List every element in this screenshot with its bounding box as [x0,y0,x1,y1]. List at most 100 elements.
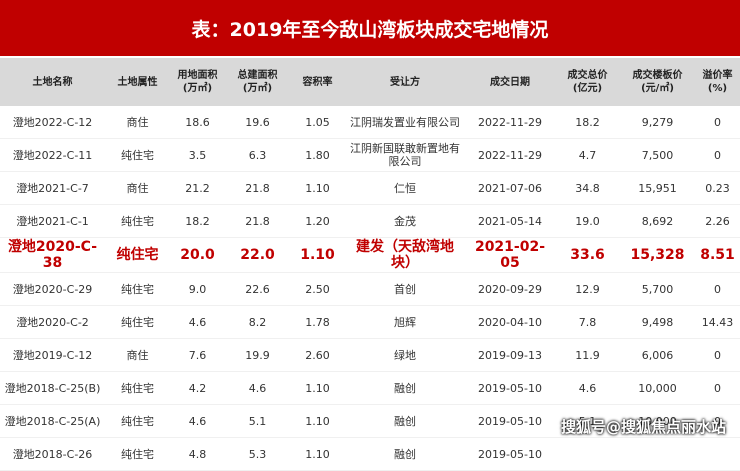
table-cell: 0 [695,338,740,372]
header-cell: 土地属性 [105,58,170,106]
table-cell: 澄地2020-C-2 [0,305,105,339]
table-cell: 6.3 [225,138,290,172]
table-row: 澄地2019-C-12 商住 7.6 19.9 2.60 绿地 2019-09-13 11.9… [0,338,740,372]
table-cell: 5.3 [225,437,290,471]
table-cell: 19.6 [225,106,290,139]
table-cell [620,437,695,471]
header-cell: 受让方 [345,58,465,106]
table-cell: 10,000 [620,371,695,405]
header-cell: 成交楼板价 (元/㎡) [620,58,695,106]
table-cell: 14.43 [695,305,740,339]
table-cell: 2019-09-13 [465,338,555,372]
table-cell: 4.2 [170,371,225,405]
table-cell: 19.0 [555,204,620,238]
table-cell: 2019-05-10 [465,437,555,471]
table-cell: 澄地2018-C-26 [0,437,105,471]
table-cell: 绿地 [345,338,465,372]
table-cell: 仁恒 [345,171,465,205]
table-cell: 纯住宅 [105,404,170,438]
table-cell: 商住 [105,338,170,372]
table-cell: 首创 [345,272,465,306]
table-cell: 商住 [105,171,170,205]
table-cell: 旭辉 [345,305,465,339]
table-cell: 纯住宅 [105,138,170,172]
table-cell: 12.9 [555,272,620,306]
table-cell: 5,700 [620,272,695,306]
table-cell: 融创 [345,371,465,405]
table-row: 澄地2020-C-2 纯住宅 4.6 8.2 1.78 旭辉 2020-04-10 7.8 9,… [0,305,740,339]
table-cell: 22.0 [225,237,290,273]
table-cell: 4.6 [555,371,620,405]
table-cell: 1.10 [290,237,345,273]
table-cell: 澄地2018-C-25(B) [0,371,105,405]
table-cell: 15,328 [620,237,695,273]
table-cell [555,437,620,471]
land-table: 土地名称 土地属性 用地面积 (万㎡) 总建面积 (万㎡) 容积率 受让方 成交日期 成交总价… [0,58,740,471]
table-cell: 18.2 [170,204,225,238]
table-cell: 33.6 [555,237,620,273]
header-row: 土地名称 土地属性 用地面积 (万㎡) 总建面积 (万㎡) 容积率 受让方 成交日期 成交总价… [0,58,740,106]
table-cell: 纯住宅 [105,305,170,339]
table-cell: 纯住宅 [105,272,170,306]
table-cell: 澄地2020-C-38 [0,237,105,273]
table-cell: 0 [695,138,740,172]
header-cell: 总建面积 (万㎡) [225,58,290,106]
table-cell: 澄地2021-C-7 [0,171,105,205]
table-cell: 2019-05-10 [465,404,555,438]
table-cell: 4.6 [225,371,290,405]
table-body: 澄地2022-C-12 商住 18.6 19.6 1.05 江阴瑞发置业有限公司 2022-… [0,106,740,471]
table-cell: 5.1 [225,404,290,438]
title-bar: 表：2019年至今敌山湾板块成交宅地情况 [0,0,740,56]
table-cell: 0 [695,404,740,438]
table-cell: 纯住宅 [105,437,170,471]
table-cell: 3.5 [170,138,225,172]
table-row: 澄地2022-C-12 商住 18.6 19.6 1.05 江阴瑞发置业有限公司 2022-… [0,106,740,139]
table-cell: 2022-11-29 [465,106,555,139]
table-cell: 4.7 [555,138,620,172]
table-cell: 澄地2021-C-1 [0,204,105,238]
table-cell: 9,498 [620,305,695,339]
table-cell: 2.50 [290,272,345,306]
header-cell: 用地面积 (万㎡) [170,58,225,106]
table-cell: 澄地2020-C-29 [0,272,105,306]
table-cell: 4.8 [170,437,225,471]
header-cell: 容积率 [290,58,345,106]
table-cell: 9,279 [620,106,695,139]
table-cell: 2.60 [290,338,345,372]
table-cell: 2021-02-05 [465,237,555,273]
table-cell: 15,951 [620,171,695,205]
table-cell: 19.9 [225,338,290,372]
table-cell: 2.26 [695,204,740,238]
table-cell: 澄地2022-C-12 [0,106,105,139]
table-cell: 4.6 [170,404,225,438]
table-cell: 商住 [105,106,170,139]
table-row: 澄地2020-C-38 纯住宅 20.0 22.0 1.10 建发（天敌湾地块） 2021-… [0,237,740,273]
table-cell: 18.2 [555,106,620,139]
table-cell: 融创 [345,437,465,471]
table-row: 澄地2020-C-29 纯住宅 9.0 22.6 2.50 首创 2020-09-29 12.… [0,272,740,306]
table-cell: 纯住宅 [105,371,170,405]
table-cell: 20.0 [170,237,225,273]
table-cell: 1.10 [290,437,345,471]
table-cell: 2021-07-06 [465,171,555,205]
table-cell: 1.10 [290,404,345,438]
table-cell: 5.1 [555,404,620,438]
header-cell: 成交总价 (亿元) [555,58,620,106]
table-cell: 2021-05-14 [465,204,555,238]
table-row: 澄地2022-C-11 纯住宅 3.5 6.3 1.80 江阴新国联敢新置地有限公司 202… [0,138,740,172]
table-cell: 8,692 [620,204,695,238]
header-cell: 成交日期 [465,58,555,106]
table-row: 澄地2018-C-26 纯住宅 4.8 5.3 1.10 融创 2019-05-10 [0,437,740,471]
table-cell: 1.78 [290,305,345,339]
header-cell: 溢价率 (%) [695,58,740,106]
header-cell: 土地名称 [0,58,105,106]
table-cell: 2020-09-29 [465,272,555,306]
table-cell: 0 [695,106,740,139]
table-cell: 江阴新国联敢新置地有限公司 [345,138,465,172]
table-cell: 2019-05-10 [465,371,555,405]
table-cell: 2022-11-29 [465,138,555,172]
table-row: 澄地2018-C-25(A) 纯住宅 4.6 5.1 1.10 融创 2019-05-10 5… [0,404,740,438]
table-cell: 8.2 [225,305,290,339]
table-cell: 11.9 [555,338,620,372]
